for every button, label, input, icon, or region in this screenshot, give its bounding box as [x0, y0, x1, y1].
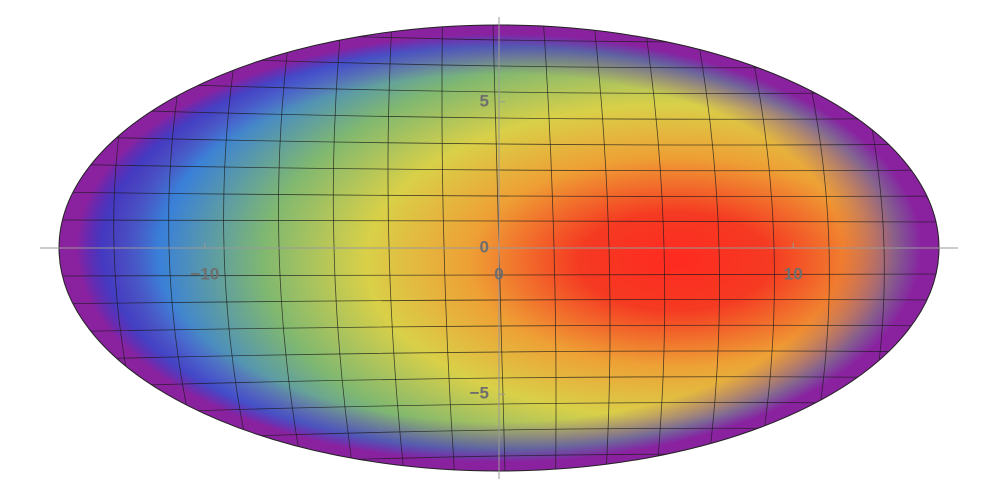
mesh-line — [441, 25, 456, 471]
y-tick-label: 5 — [480, 91, 489, 110]
axes: −10 0 10 −5 0 5 — [40, 17, 958, 479]
mesh-line — [694, 25, 720, 471]
mesh-line — [59, 324, 939, 333]
x-tick-label: 0 — [494, 264, 503, 283]
mesh-line — [59, 191, 939, 197]
x-tick-label: −10 — [190, 264, 219, 283]
mesh-line — [387, 25, 406, 471]
mesh-line — [223, 25, 255, 471]
mesh-line — [59, 135, 939, 146]
mesh-line — [50, 480, 950, 500]
y-tick-label: 0 — [480, 237, 489, 256]
mesh-line — [59, 163, 939, 172]
x-tick-label: 10 — [784, 264, 803, 283]
mesh-line — [59, 107, 939, 120]
mesh-line — [59, 350, 939, 361]
mesh-line — [643, 25, 666, 471]
mesh-line — [744, 25, 775, 471]
mesh-line — [50, 0, 950, 16]
mesh-line — [168, 25, 205, 471]
mesh-line — [278, 25, 305, 471]
mesh-line — [59, 299, 939, 305]
mesh-line — [59, 376, 939, 389]
mesh-line — [332, 25, 355, 471]
y-tick-label: −5 — [470, 384, 489, 403]
mesh-line — [593, 25, 611, 471]
